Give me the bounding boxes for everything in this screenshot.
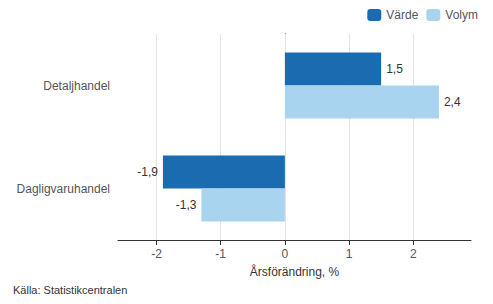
svg-text:-1,3: -1,3 (176, 198, 197, 212)
svg-text:1,5: 1,5 (386, 62, 403, 76)
svg-text:-1,9: -1,9 (137, 165, 158, 179)
svg-text:Volym: Volym (445, 8, 478, 22)
svg-text:Dagligvaruhandel: Dagligvaruhandel (17, 182, 110, 196)
svg-text:-1: -1 (215, 247, 226, 261)
svg-text:1: 1 (346, 247, 353, 261)
svg-text:0: 0 (282, 247, 289, 261)
svg-text:Årsförändring, %: Årsförändring, % (250, 264, 340, 279)
svg-text:2: 2 (410, 247, 417, 261)
svg-text:Källa: Statistikcentralen: Källa: Statistikcentralen (13, 284, 127, 296)
svg-text:2,4: 2,4 (444, 95, 461, 109)
svg-text:Värde: Värde (386, 8, 418, 22)
svg-text:-2: -2 (151, 247, 162, 261)
svg-text:Detaljhandel: Detaljhandel (43, 79, 110, 93)
